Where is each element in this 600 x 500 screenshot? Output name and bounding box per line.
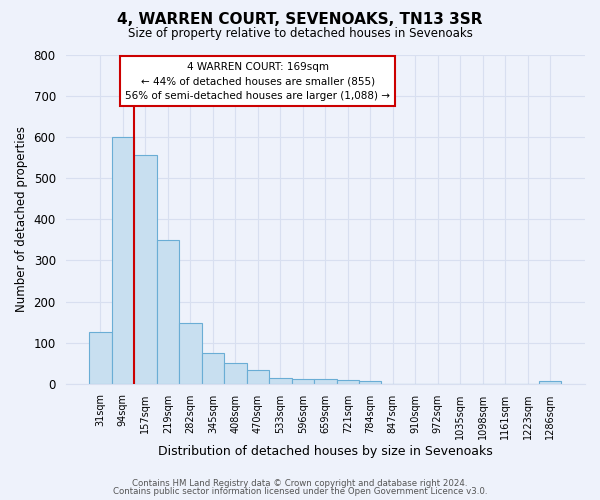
Text: Size of property relative to detached houses in Sevenoaks: Size of property relative to detached ho… (128, 28, 472, 40)
Bar (247, 370, 269, 384)
Text: 4 WARREN COURT: 169sqm
← 44% of detached houses are smaller (855)
56% of semi-de: 4 WARREN COURT: 169sqm ← 44% of detached… (125, 62, 390, 101)
Bar (202, 353, 224, 384)
Y-axis label: Number of detached properties: Number of detached properties (15, 126, 28, 312)
Text: 4, WARREN COURT, SEVENOAKS, TN13 3SR: 4, WARREN COURT, SEVENOAKS, TN13 3SR (117, 12, 483, 28)
Text: Contains public sector information licensed under the Open Government Licence v3: Contains public sector information licen… (113, 487, 487, 496)
Bar (224, 363, 247, 384)
Bar (134, 156, 157, 384)
Text: Contains HM Land Registry data © Crown copyright and database right 2024.: Contains HM Land Registry data © Crown c… (132, 478, 468, 488)
Bar (179, 323, 202, 384)
Bar (89, 332, 112, 384)
X-axis label: Distribution of detached houses by size in Sevenoaks: Distribution of detached houses by size … (158, 444, 493, 458)
Bar (337, 380, 359, 384)
Bar (359, 381, 382, 384)
Bar (539, 382, 562, 384)
Bar (157, 240, 179, 384)
Bar (292, 379, 314, 384)
Bar (112, 137, 134, 384)
Bar (314, 379, 337, 384)
Bar (269, 378, 292, 384)
